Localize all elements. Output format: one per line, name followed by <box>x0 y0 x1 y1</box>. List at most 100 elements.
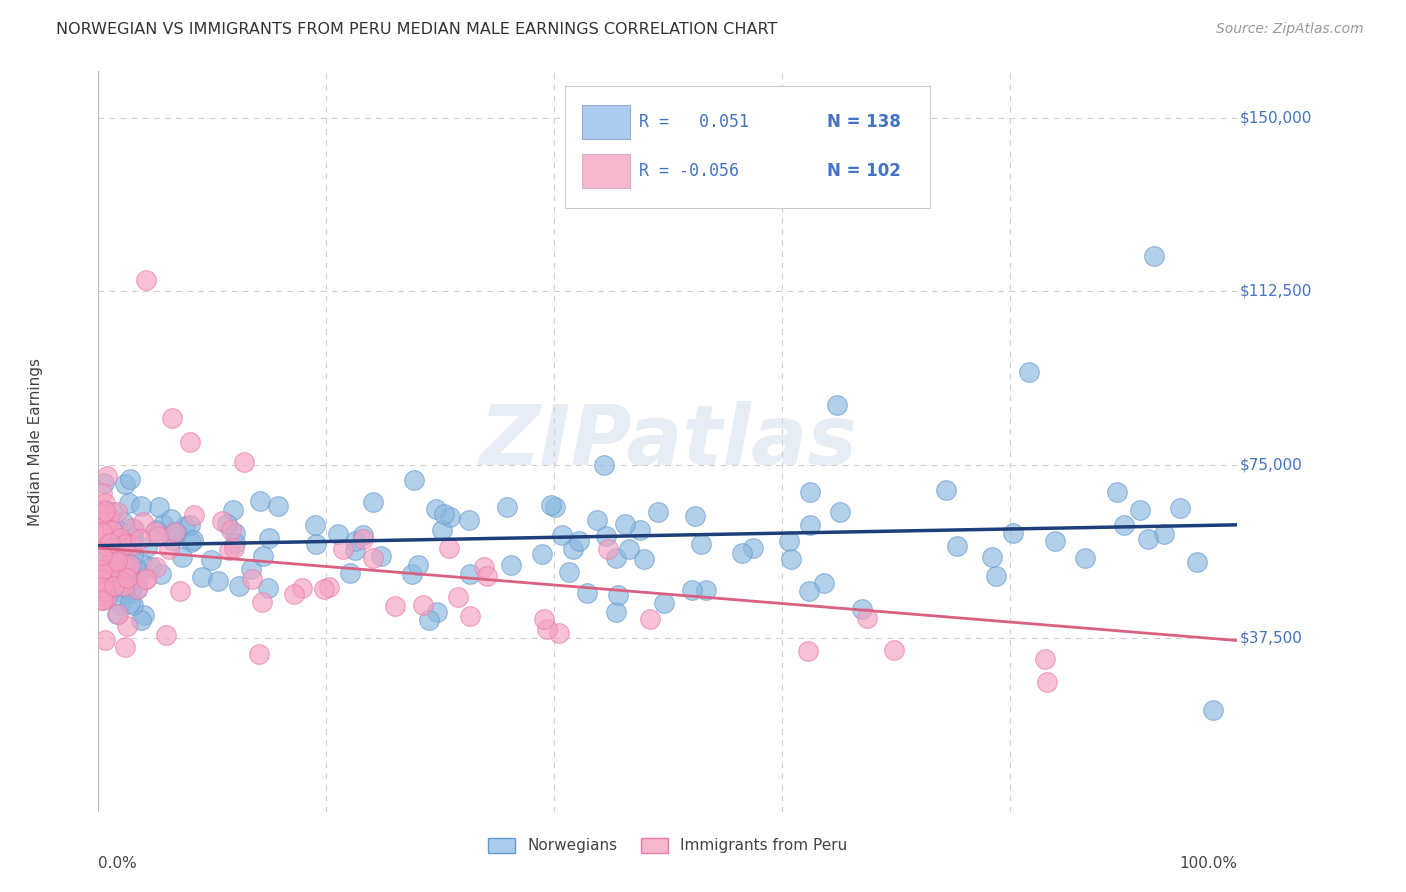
Point <box>607 588 630 602</box>
Point <box>108 531 131 545</box>
Point <box>536 622 558 636</box>
Point <box>118 566 141 581</box>
Point <box>332 541 354 556</box>
Point <box>1137 532 1160 546</box>
Point <box>685 509 707 524</box>
Point <box>257 581 280 595</box>
Point <box>97 556 120 570</box>
Point <box>101 505 124 519</box>
Point <box>980 549 1002 564</box>
Point <box>173 519 195 533</box>
Point <box>247 647 270 661</box>
Point <box>90 524 112 539</box>
Point <box>531 547 554 561</box>
FancyBboxPatch shape <box>582 153 630 187</box>
Point <box>97 512 120 526</box>
Point <box>558 566 581 580</box>
Text: Source: ZipAtlas.com: Source: ZipAtlas.com <box>1216 22 1364 37</box>
Point <box>425 502 447 516</box>
Point <box>124 522 146 536</box>
Point <box>94 562 117 576</box>
Point <box>91 593 114 607</box>
Point <box>103 581 125 595</box>
Point <box>90 580 112 594</box>
Text: 0.0%: 0.0% <box>98 856 138 871</box>
Point <box>94 632 117 647</box>
Point <box>96 540 118 554</box>
Point <box>120 586 142 600</box>
Point <box>780 551 803 566</box>
Text: N = 102: N = 102 <box>827 162 901 180</box>
Point <box>94 496 117 510</box>
Point <box>475 569 498 583</box>
Point <box>114 640 136 654</box>
Point <box>291 581 314 595</box>
Point <box>165 524 187 539</box>
Point <box>114 543 136 558</box>
Point <box>105 505 128 519</box>
Point <box>105 555 128 569</box>
Point <box>305 537 328 551</box>
Point <box>1185 555 1208 569</box>
Point <box>146 529 169 543</box>
Point <box>562 541 585 556</box>
Point <box>628 523 651 537</box>
Point <box>103 554 125 568</box>
FancyBboxPatch shape <box>582 105 630 139</box>
Point <box>135 572 157 586</box>
Point <box>111 556 134 570</box>
Point <box>778 534 800 549</box>
Point <box>384 599 406 614</box>
Point <box>426 606 449 620</box>
Point <box>239 562 262 576</box>
Point <box>460 609 482 624</box>
Point <box>90 526 112 541</box>
Point <box>169 583 191 598</box>
Point <box>617 541 640 556</box>
Point <box>90 507 112 521</box>
Point <box>211 514 233 528</box>
Point <box>118 558 141 573</box>
Text: N = 138: N = 138 <box>827 113 901 131</box>
Point <box>112 579 135 593</box>
Point <box>166 526 188 541</box>
Point <box>224 525 246 540</box>
Point <box>1143 250 1166 264</box>
Point <box>101 523 124 537</box>
Point <box>433 507 456 521</box>
Point <box>90 593 112 607</box>
Point <box>250 595 273 609</box>
Point <box>152 516 174 531</box>
Point <box>121 520 143 534</box>
Point <box>458 513 481 527</box>
Point <box>1043 534 1066 549</box>
Point <box>640 611 662 625</box>
Point <box>96 469 118 483</box>
Point <box>883 642 905 657</box>
Point <box>249 494 271 508</box>
Point <box>124 559 146 574</box>
Point <box>122 598 145 612</box>
Point <box>90 568 112 582</box>
Point <box>799 485 821 500</box>
Point <box>1036 675 1059 690</box>
Point <box>1074 550 1097 565</box>
Point <box>946 539 969 553</box>
Point <box>121 537 143 551</box>
Point <box>112 515 135 529</box>
Point <box>257 531 280 545</box>
Point <box>343 542 366 557</box>
Point <box>856 611 879 625</box>
Point <box>595 529 617 543</box>
Point <box>108 598 131 612</box>
Point <box>117 561 139 575</box>
Point <box>131 557 153 571</box>
Point <box>100 560 122 574</box>
Point <box>115 571 138 585</box>
Point <box>179 518 201 533</box>
Point <box>112 550 135 565</box>
Point <box>458 566 481 581</box>
Point <box>304 517 326 532</box>
Point <box>112 534 135 549</box>
Point <box>418 613 440 627</box>
